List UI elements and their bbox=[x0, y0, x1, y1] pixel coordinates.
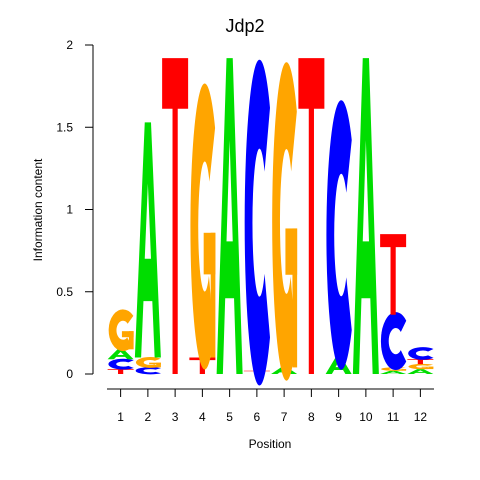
chart-title: Jdp2 bbox=[225, 16, 264, 36]
logo-letter-a bbox=[216, 58, 243, 374]
logo-letter-t bbox=[298, 58, 325, 374]
logo-column-5 bbox=[216, 58, 243, 374]
logo-letter-g bbox=[412, 365, 433, 369]
x-tick-label: 6 bbox=[254, 410, 261, 424]
logo-letter-c bbox=[412, 349, 431, 358]
logo-letter-a bbox=[134, 122, 161, 358]
x-tick-label: 8 bbox=[308, 410, 315, 424]
logo-column-8 bbox=[298, 58, 325, 374]
logo-letter-g bbox=[194, 123, 215, 358]
y-tick-label: 1.5 bbox=[56, 120, 73, 134]
logo-column-12 bbox=[407, 349, 433, 374]
x-axis: 1 2 3 4 5 6 7 8 9 10 11 12 bbox=[107, 388, 434, 424]
x-ticks: 1 2 3 4 5 6 7 8 9 10 11 12 bbox=[117, 389, 427, 424]
logo-column-3 bbox=[162, 58, 189, 374]
y-tick-label: 0 bbox=[66, 367, 73, 381]
x-tick-label: 12 bbox=[414, 410, 428, 424]
x-axis-label: Position bbox=[249, 437, 292, 451]
x-tick-label: 2 bbox=[145, 410, 152, 424]
logo-column-1 bbox=[108, 315, 134, 374]
logo-letter-c bbox=[140, 368, 159, 373]
y-ticks: 0 0.5 1 1.5 2 bbox=[56, 38, 93, 381]
logo-letter-a bbox=[352, 58, 379, 374]
logo-letter-g bbox=[276, 106, 297, 368]
logo-letter-t bbox=[162, 58, 189, 374]
logo-letter-t bbox=[107, 369, 134, 374]
x-tick-label: 5 bbox=[226, 410, 233, 424]
logo-letter-g bbox=[113, 315, 134, 349]
y-tick-label: 2 bbox=[66, 38, 73, 52]
y-axis-label: Information content bbox=[31, 158, 45, 261]
logo-column-11 bbox=[380, 234, 406, 374]
logo-letter-a bbox=[407, 369, 434, 374]
y-axis: 0 0.5 1 1.5 2 bbox=[56, 38, 94, 381]
x-tick-label: 3 bbox=[172, 410, 179, 424]
x-tick-label: 9 bbox=[335, 410, 342, 424]
logo-letter-g bbox=[385, 368, 406, 371]
logo-column-6 bbox=[244, 104, 270, 374]
logo-column-10 bbox=[352, 58, 379, 374]
logo-letter-g bbox=[140, 358, 161, 367]
x-tick-label: 10 bbox=[359, 410, 373, 424]
x-tick-label: 1 bbox=[117, 410, 124, 424]
logo-letter-t bbox=[380, 234, 407, 315]
x-tick-label: 11 bbox=[387, 410, 400, 424]
x-tick-label: 4 bbox=[199, 410, 206, 424]
y-tick-label: 0.5 bbox=[56, 285, 73, 299]
logo-column-2 bbox=[134, 122, 161, 373]
logo-column-9 bbox=[326, 137, 352, 374]
logo-letter-c bbox=[249, 104, 268, 341]
logo-letter-c bbox=[112, 360, 131, 368]
logo-letter-a bbox=[107, 349, 134, 360]
logo-stacks bbox=[108, 58, 434, 374]
x-tick-label: 7 bbox=[281, 410, 288, 424]
logo-column-7 bbox=[271, 106, 297, 374]
y-tick-label: 1 bbox=[66, 203, 73, 217]
logo-letter-t bbox=[407, 359, 434, 365]
logo-column-4 bbox=[189, 123, 215, 374]
logo-letter-a bbox=[380, 370, 407, 374]
logo-letter-c bbox=[330, 137, 349, 333]
logo-letter-c bbox=[385, 320, 404, 362]
